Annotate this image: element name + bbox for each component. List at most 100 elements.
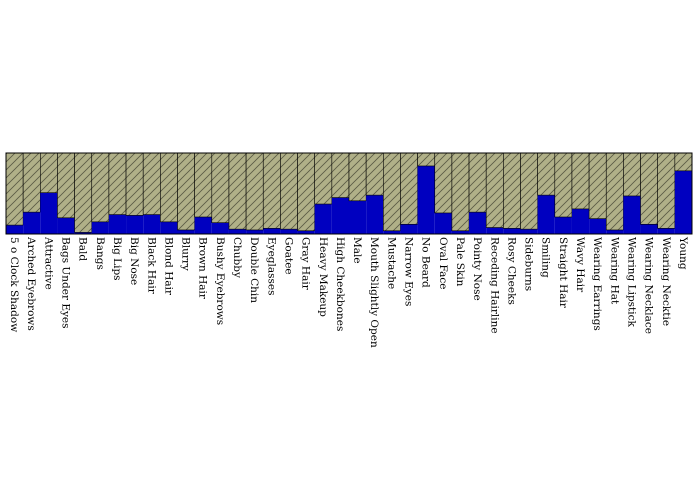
bar-positive-7 [126, 215, 144, 234]
tick-label-10: Blurry [180, 237, 192, 271]
tick-label-26: Pale Skin [454, 237, 466, 287]
bar-negative-27 [468, 152, 487, 213]
tick-label-31: Smiling [540, 237, 552, 278]
tick-label-20: Male [351, 237, 363, 264]
bar-negative-22 [382, 152, 401, 232]
bar-positive-3 [57, 217, 75, 234]
bar-negative-34 [588, 152, 607, 219]
tick-label-19: High Cheekbones [334, 237, 346, 331]
bar-negative-30 [520, 152, 538, 230]
bar-negative-14 [245, 152, 264, 231]
bar-positive-0 [6, 225, 24, 234]
bar-negative-33 [571, 152, 590, 210]
bar-negative-32 [554, 152, 573, 218]
tick-label-18: Heavy Makeup [317, 237, 329, 317]
tick-label-27: Pointy Nose [471, 237, 483, 301]
tick-label-12: Bushy Eyebrows [214, 237, 226, 325]
bar-negative-20 [348, 152, 367, 202]
bar-positive-11 [194, 216, 212, 234]
bar-negative-26 [451, 152, 470, 232]
tick-label-38: Wearing Necktie [660, 237, 672, 326]
bar-positive-12 [211, 222, 229, 234]
bar-negative-23 [400, 152, 418, 225]
bar-positive-10 [177, 229, 195, 234]
bar-positive-25 [434, 212, 452, 234]
bar-negative-6 [108, 152, 127, 215]
bar-negative-21 [365, 152, 384, 196]
bar-negative-4 [74, 152, 93, 233]
tick-label-30: Sideburns [523, 237, 535, 291]
tick-label-33: Wavy Hair [574, 237, 586, 293]
bar-negative-35 [605, 152, 624, 231]
bar-positive-32 [554, 216, 572, 234]
bar-positive-18 [314, 204, 332, 234]
tick-label-11: Brown Hair [197, 237, 209, 300]
tick-label-9: Blond Hair [162, 237, 174, 296]
bar-negative-0 [5, 152, 24, 226]
bar-negative-7 [125, 152, 144, 216]
bar-positive-1 [23, 212, 41, 234]
bar-negative-11 [194, 152, 213, 218]
bar-negative-2 [39, 152, 58, 193]
bar-positive-30 [520, 229, 538, 234]
bar-negative-3 [57, 152, 75, 219]
bar-positive-33 [571, 208, 590, 234]
bar-positive-39 [674, 170, 692, 234]
bar-negative-38 [657, 152, 676, 229]
bar-positive-20 [349, 200, 367, 234]
tick-label-37: Wearing Necklace [643, 237, 655, 334]
bar-positive-14 [246, 229, 264, 234]
tick-label-21: Mouth Slightly Open [368, 237, 380, 348]
tick-label-22: Mustache [385, 237, 397, 289]
tick-label-32: Straight Hair [557, 237, 569, 309]
bar-positive-26 [451, 230, 470, 234]
bar-negative-36 [623, 152, 641, 197]
bar-positive-36 [623, 195, 641, 234]
bar-positive-34 [589, 218, 607, 234]
bar-positive-21 [366, 195, 384, 234]
tick-label-6: Big Lips [111, 237, 123, 281]
bar-positive-9 [160, 221, 178, 234]
bar-negative-9 [160, 152, 178, 223]
tick-label-5: Bangs [94, 237, 106, 270]
bar-negative-19 [331, 152, 350, 198]
bar-negative-1 [22, 152, 41, 213]
plot-area [5, 152, 693, 234]
tick-label-39: Young [677, 236, 689, 270]
bar-positive-27 [469, 212, 487, 234]
bar-negative-15 [262, 152, 281, 229]
bar-negative-8 [142, 152, 161, 215]
tick-label-15: Eyeglasses [265, 237, 277, 296]
plot-frame [5, 152, 693, 235]
bar-negative-5 [91, 152, 110, 223]
bar-negative-39 [674, 152, 693, 172]
bar-positive-16 [280, 229, 298, 234]
bar-negative-16 [280, 152, 298, 230]
bar-positive-6 [108, 214, 127, 234]
tick-label-23: Narrow Eyes [403, 237, 415, 306]
bar-negative-37 [640, 152, 658, 225]
tick-label-3: Bags Under Eyes [60, 237, 72, 329]
bar-positive-4 [74, 232, 92, 234]
tick-label-24: No Beard [420, 237, 432, 288]
tick-label-7: Big Nose [128, 237, 140, 285]
tick-label-25: Oval Face [437, 237, 449, 289]
tick-label-4: Bald [77, 237, 89, 261]
tick-label-34: Wearing Earrings [591, 237, 603, 331]
bar-negative-28 [485, 152, 504, 228]
bar-negative-10 [177, 152, 195, 231]
tick-label-17: Gray Hair [300, 237, 312, 291]
bar-positive-5 [91, 221, 109, 234]
bar-negative-25 [434, 152, 453, 214]
tick-label-13: Chubby [231, 237, 243, 278]
bar-positive-17 [297, 230, 315, 234]
bar-positive-35 [606, 229, 624, 234]
tick-label-35: Wearing Hat [608, 237, 620, 305]
bar-negative-18 [314, 152, 333, 205]
tick-labels: 5 o Clock Shadow Arched Eyebrows Attractiv… [8, 236, 689, 348]
bar-positive-13 [228, 229, 247, 234]
tick-label-28: Receding Hairline [488, 237, 500, 334]
bar-positive-24 [417, 165, 435, 234]
bar-negative-29 [503, 152, 521, 229]
